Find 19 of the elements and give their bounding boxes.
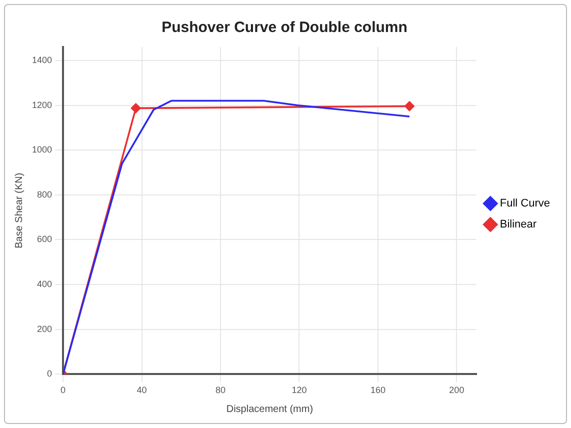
y-tick-label: 1200 bbox=[32, 100, 52, 110]
y-tick-label: 600 bbox=[36, 234, 52, 244]
y-tick-label: 800 bbox=[36, 189, 52, 200]
y-tick-label: 200 bbox=[36, 324, 52, 334]
y-axis-title: Base Shear (KN) bbox=[14, 172, 25, 248]
y-tick-label: 1400 bbox=[32, 54, 52, 65]
chart-title: Pushover Curve of Double column bbox=[162, 19, 408, 36]
y-tick-label: 0 bbox=[47, 368, 52, 379]
y-tick-label: 400 bbox=[36, 279, 52, 290]
x-axis-title: Displacement (mm) bbox=[226, 404, 314, 415]
legend-label: Full Curve bbox=[500, 198, 550, 210]
x-tick-label: 80 bbox=[215, 385, 226, 396]
x-tick-label: 0 bbox=[60, 385, 66, 396]
x-tick-label: 160 bbox=[370, 385, 386, 396]
y-tick-label: 1000 bbox=[32, 144, 52, 155]
x-tick-label: 40 bbox=[136, 385, 147, 396]
legend-label: Bilinear bbox=[500, 218, 537, 231]
x-tick-label: 120 bbox=[292, 385, 307, 396]
x-tick-label: 200 bbox=[449, 385, 464, 396]
